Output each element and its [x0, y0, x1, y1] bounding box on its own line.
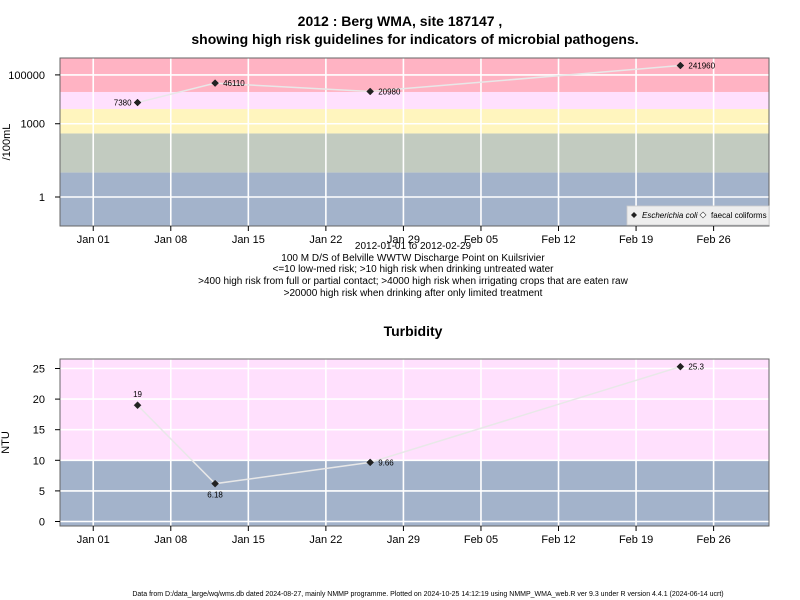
x-tick-label: Feb 05 — [464, 534, 498, 546]
note-line-5: >20000 high risk when drinking after onl… — [284, 288, 543, 299]
y-tick-label: 1000 — [21, 119, 45, 131]
x-tick-label: Feb 12 — [541, 234, 575, 246]
x-tick-label: Feb 26 — [696, 234, 730, 246]
y-axis-label: /100mL — [1, 124, 13, 161]
y-tick-label: 100000 — [8, 70, 45, 82]
data-point — [676, 61, 685, 70]
y-axis-label: NTU — [0, 431, 12, 454]
y-tick-label: 15 — [33, 425, 45, 437]
legend-label-ecoli: Escherichia coli — [642, 211, 698, 220]
footer-note: Data from D:/data_large/wq/wms.db dated … — [132, 591, 723, 598]
x-tick-label: Feb 05 — [464, 234, 498, 246]
legend-marker-faecal — [699, 211, 707, 219]
data-label: 25.3 — [688, 363, 704, 372]
legend-box — [626, 205, 770, 226]
data-label: 9.66 — [378, 458, 394, 467]
data-point — [676, 362, 685, 371]
note-line-3: <=10 low-med risk; >10 high risk when dr… — [273, 264, 555, 275]
data-label: 6.18 — [207, 491, 223, 500]
risk-band — [60, 359, 769, 461]
note-line-4: >400 high risk from full or partial cont… — [198, 276, 628, 287]
plot-frame — [59, 358, 770, 527]
note-line-1: 2012-01-01 to 2012-02-29 — [355, 241, 472, 252]
data-label: 7380 — [114, 99, 132, 108]
x-tick-label: Jan 22 — [309, 534, 342, 546]
data-label: 46110 — [223, 79, 245, 88]
risk-band — [60, 109, 769, 134]
x-tick-label: Jan 01 — [77, 534, 110, 546]
data-label: 241960 — [688, 62, 715, 71]
x-tick-label: Jan 15 — [232, 534, 265, 546]
chart-title-line2: showing high risk guidelines for indicat… — [191, 31, 638, 47]
series-line — [137, 64, 681, 104]
x-tick-label: Feb 19 — [619, 534, 653, 546]
x-tick-label: Jan 15 — [232, 234, 265, 246]
data-point — [366, 458, 375, 467]
y-tick-label: 10 — [33, 455, 45, 467]
x-tick-label: Feb 12 — [541, 534, 575, 546]
turbidity-panel: Jan 01 Jan 08 Jan 15 Jan 22 Jan 29 Feb 05 Feb … — [0, 358, 770, 546]
x-tick-label: Jan 08 — [154, 234, 187, 246]
data-point — [133, 401, 142, 410]
legend-marker-ecoli — [631, 212, 637, 218]
x-tick-label: Jan 01 — [77, 234, 110, 246]
data-point — [211, 79, 219, 87]
y-tick-label: 20 — [33, 394, 45, 406]
x-tick-label: Feb 26 — [696, 534, 730, 546]
y-tick-label: 25 — [33, 364, 45, 376]
turbidity-title: Turbidity — [384, 323, 443, 339]
note-line-2: 100 M D/S of Belville WWTW Discharge Poi… — [281, 253, 545, 264]
data-label: 19 — [133, 390, 142, 399]
risk-band — [60, 91, 769, 110]
risk-band — [60, 133, 769, 173]
x-tick-label: Jan 29 — [387, 234, 420, 246]
ecoli-panel: Jan 01 Jan 08 Jan 15 Jan 22 Jan 29 Feb 05 Feb … — [1, 57, 770, 246]
y-tick-label: 1 — [39, 192, 45, 204]
data-label: 20980 — [378, 87, 401, 96]
data-point — [366, 87, 375, 96]
x-tick-label: Jan 08 — [154, 534, 187, 546]
data-point — [133, 98, 142, 107]
legend: Escherichia coli faecal coliforms — [626, 205, 770, 226]
x-tick-label: Jan 29 — [387, 534, 420, 546]
series-line — [137, 365, 681, 485]
x-tick-label: Jan 22 — [309, 234, 342, 246]
plot-frame — [59, 57, 770, 227]
risk-band — [60, 460, 769, 526]
data-point — [211, 479, 219, 488]
y-tick-label: 5 — [39, 486, 45, 498]
x-tick-label: Feb 19 — [619, 234, 653, 246]
chart-title-line1: 2012 : Berg WMA, site 187147 , — [298, 13, 503, 29]
legend-label-faecal: faecal coliforms — [711, 211, 767, 220]
y-tick-label: 0 — [39, 517, 45, 529]
